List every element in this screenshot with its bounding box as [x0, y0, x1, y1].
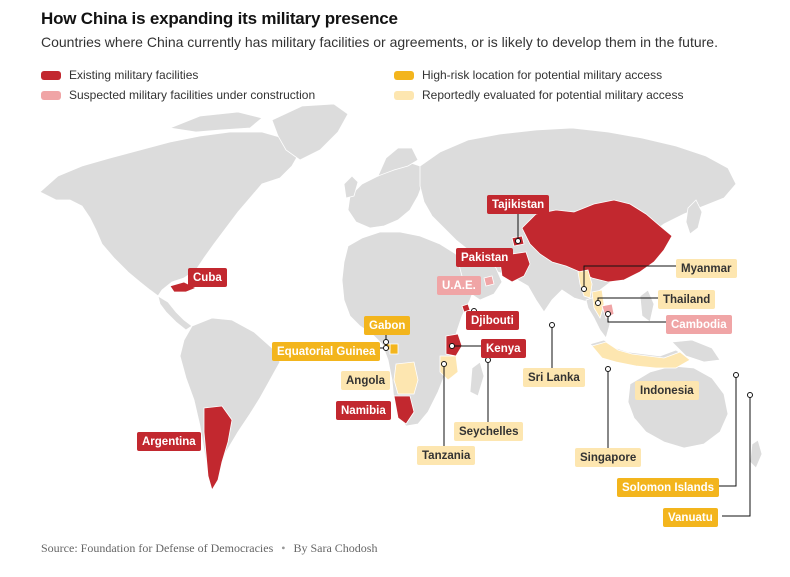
marker-kenya [449, 343, 455, 349]
china-region [521, 199, 673, 283]
leader-cambodia [607, 314, 666, 323]
legend-existing-label: Existing military facilities [69, 68, 199, 82]
legend-existing-swatch [41, 70, 61, 80]
label-cambodia: Cambodia [666, 315, 732, 334]
legend-evaluated: Reportedly evaluated for potential milit… [394, 88, 683, 102]
label-namibia: Namibia [336, 401, 391, 420]
byline: By Sara Chodosh [293, 541, 378, 555]
new-guinea [671, 339, 721, 363]
canada-arctic-islands [168, 111, 263, 133]
legend-construction-swatch [41, 90, 61, 100]
label-singapore: Singapore [575, 448, 642, 467]
marker-srilanka [549, 322, 555, 328]
marker-tanzania [441, 361, 447, 367]
label-pakistan: Pakistan [456, 248, 514, 267]
legend-construction: Suspected military facilities under cons… [41, 88, 315, 102]
uk-ireland [343, 175, 359, 199]
chart-subtitle: Countries where China currently has mili… [41, 34, 718, 50]
myanmar-region [577, 269, 593, 299]
angola-region [393, 361, 419, 395]
label-seychelles: Seychelles [454, 422, 524, 441]
label-indonesia: Indonesia [635, 381, 699, 400]
marker-eqguinea [383, 345, 389, 351]
marker-cambodia [605, 311, 611, 317]
marker-thailand [595, 300, 601, 306]
uae-region [483, 275, 495, 287]
label-gabon: Gabon [364, 316, 411, 335]
marker-seychelles [485, 357, 491, 363]
chart-title: How China is expanding its military pres… [41, 9, 398, 28]
gabon-region [389, 343, 399, 355]
source-separator: • [281, 541, 286, 555]
label-thailand: Thailand [658, 290, 716, 309]
leader-solomon [718, 376, 737, 487]
legend-evaluated-swatch [394, 90, 414, 100]
greenland [271, 103, 349, 161]
label-tanzania: Tanzania [417, 446, 476, 465]
marker-tajikistan [515, 238, 521, 244]
marker-myanmar [581, 286, 587, 292]
label-cuba: Cuba [188, 268, 227, 287]
north-america-landmass [39, 131, 301, 297]
japan [685, 199, 703, 235]
label-uae: U.A.E. [437, 276, 481, 295]
marker-vanuatu [747, 392, 753, 398]
marker-singapore [605, 366, 611, 372]
south-america-landmass [179, 317, 281, 485]
label-tajikistan: Tajikistan [487, 195, 550, 214]
source-text: Source: Foundation for Defense of Democr… [41, 541, 274, 555]
legend-highrisk: High-risk location for potential militar… [394, 68, 662, 82]
leader-vanuatu [722, 396, 751, 517]
madagascar [469, 361, 485, 397]
marker-gabon [383, 339, 389, 345]
label-vanuatu: Vanuatu [663, 508, 718, 527]
label-djibouti: Djibouti [466, 311, 519, 330]
label-equatorial-guinea: Equatorial Guinea [272, 342, 381, 361]
label-myanmar: Myanmar [676, 259, 737, 278]
indonesia-region [591, 341, 691, 369]
legend-evaluated-label: Reportedly evaluated for potential milit… [422, 88, 684, 102]
leader-myanmar [583, 265, 676, 288]
scandinavia [377, 147, 419, 177]
legend-highrisk-swatch [394, 70, 414, 80]
label-argentina: Argentina [137, 432, 201, 451]
label-sri-lanka: Sri Lanka [523, 368, 585, 387]
australia-landmass [627, 365, 729, 449]
new-zealand [749, 439, 763, 469]
cuba-region [169, 281, 197, 293]
legend-construction-label: Suspected military facilities under cons… [69, 88, 316, 102]
argentina-region [203, 405, 233, 491]
djibouti-region [461, 303, 471, 313]
legend-existing: Existing military facilities [41, 68, 198, 82]
central-america [157, 295, 193, 331]
label-solomon-islands: Solomon Islands [617, 478, 720, 497]
namibia-region [393, 395, 415, 425]
philippines [639, 289, 655, 323]
source-line: Source: Foundation for Defense of Democr… [41, 541, 377, 556]
marker-solomon [733, 372, 739, 378]
legend-highrisk-label: High-risk location for potential militar… [422, 68, 663, 82]
label-angola: Angola [341, 371, 390, 390]
label-kenya: Kenya [481, 339, 526, 358]
